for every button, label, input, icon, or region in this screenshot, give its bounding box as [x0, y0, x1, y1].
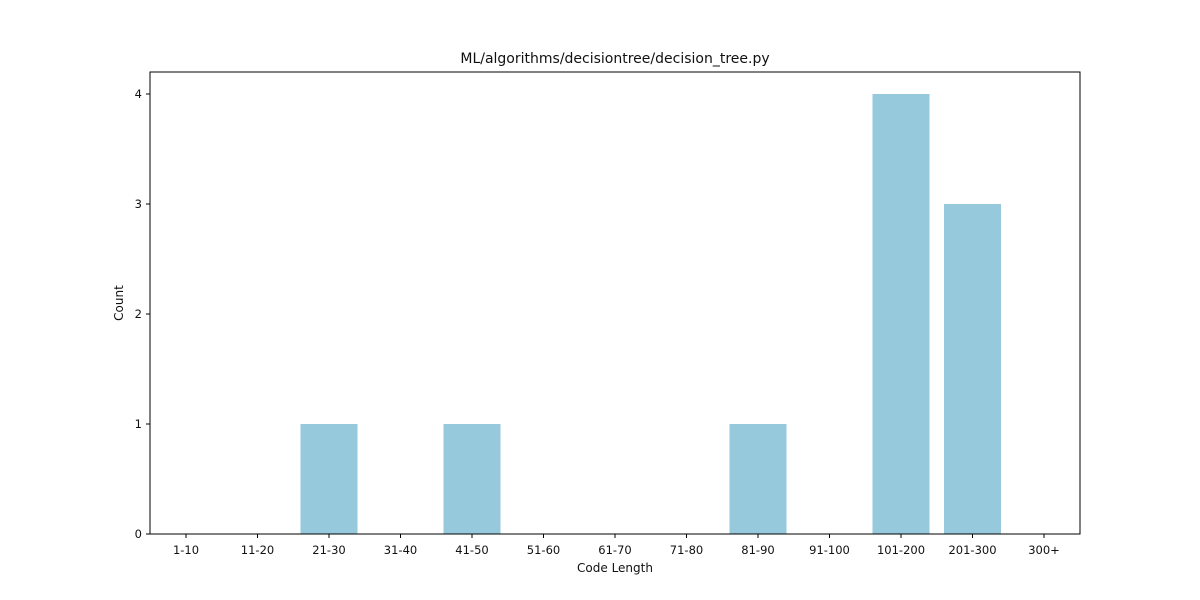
- y-tick-label: 3: [135, 197, 142, 211]
- y-tick-label: 4: [135, 87, 142, 101]
- x-tick-label: 201-300: [948, 543, 996, 557]
- x-axis-label: Code Length: [577, 561, 653, 575]
- x-tick-label: 31-40: [384, 543, 417, 557]
- x-tick-label: 101-200: [877, 543, 925, 557]
- x-tick-label: 1-10: [173, 543, 199, 557]
- bars-layer: [300, 94, 1001, 534]
- y-axis-ticks: 0 1 2 3 4: [135, 87, 150, 541]
- x-tick-label: 61-70: [598, 543, 631, 557]
- x-tick-label: 81-90: [741, 543, 774, 557]
- x-tick-label: 91-100: [809, 543, 850, 557]
- y-axis-label: Count: [112, 285, 126, 321]
- x-tick-label: 300+: [1028, 543, 1060, 557]
- x-tick-label: 51-60: [527, 543, 560, 557]
- plot-frame: [149, 71, 1081, 535]
- x-tick-label: 21-30: [312, 543, 345, 557]
- x-tick-label: 41-50: [455, 543, 488, 557]
- bar-201-300: [944, 204, 1001, 534]
- y-tick-label: 2: [135, 307, 142, 321]
- y-tick-label: 0: [135, 527, 142, 541]
- x-axis-ticks: 1-10 11-20 21-30 31-40 41-50 51-60 61-70 71-80 8…: [173, 534, 1060, 557]
- x-tick-label: 11-20: [241, 543, 274, 557]
- bar-101-200: [872, 94, 930, 534]
- chart-title: ML/algorithms/decisiontree/decision_tree…: [460, 51, 769, 67]
- bar-81-90: [729, 424, 787, 534]
- bar-21-30: [300, 424, 358, 534]
- x-tick-label: 71-80: [670, 543, 703, 557]
- bar-41-50: [443, 424, 501, 534]
- y-tick-label: 1: [135, 417, 142, 431]
